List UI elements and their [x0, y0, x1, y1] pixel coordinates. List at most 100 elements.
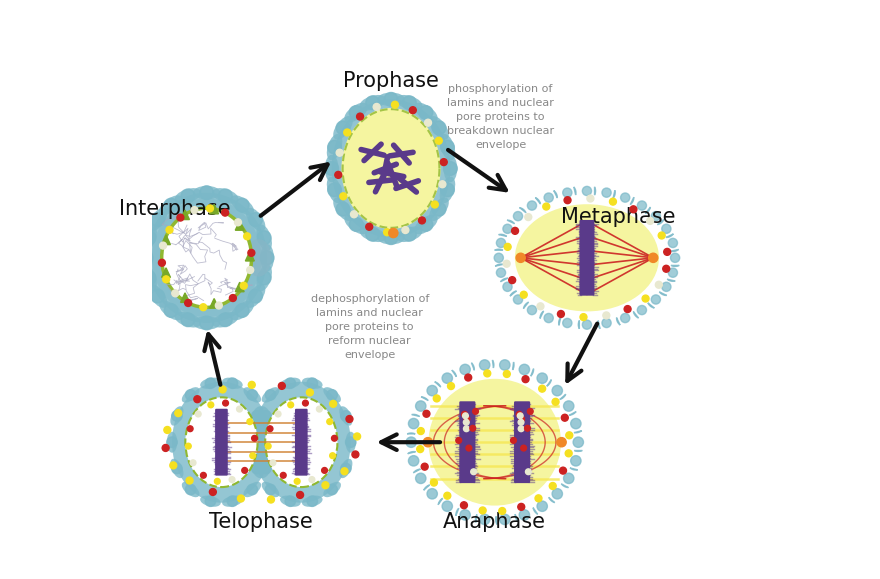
Ellipse shape: [326, 177, 342, 203]
Polygon shape: [559, 317, 561, 325]
Circle shape: [433, 395, 440, 402]
Circle shape: [423, 438, 432, 447]
Text: Telophase: Telophase: [209, 512, 313, 532]
Ellipse shape: [325, 155, 339, 182]
Circle shape: [249, 212, 262, 226]
Circle shape: [334, 171, 341, 178]
Circle shape: [306, 389, 313, 396]
Ellipse shape: [175, 188, 202, 204]
Circle shape: [181, 189, 194, 203]
Polygon shape: [569, 412, 576, 415]
Ellipse shape: [260, 406, 273, 426]
Circle shape: [229, 477, 235, 482]
Circle shape: [356, 113, 363, 120]
Circle shape: [427, 489, 437, 499]
Circle shape: [462, 412, 467, 417]
Circle shape: [349, 106, 363, 119]
Circle shape: [419, 217, 425, 224]
Circle shape: [150, 290, 165, 303]
FancyBboxPatch shape: [215, 431, 228, 443]
Circle shape: [250, 453, 255, 459]
Polygon shape: [531, 369, 533, 376]
Ellipse shape: [182, 387, 200, 402]
Polygon shape: [533, 508, 538, 514]
Polygon shape: [659, 292, 667, 295]
Circle shape: [520, 291, 527, 298]
Circle shape: [444, 162, 458, 175]
Circle shape: [218, 313, 232, 327]
Ellipse shape: [340, 459, 352, 478]
Circle shape: [159, 242, 166, 249]
Circle shape: [587, 195, 594, 202]
Circle shape: [518, 426, 524, 431]
Ellipse shape: [245, 415, 278, 470]
Circle shape: [436, 137, 443, 144]
Polygon shape: [472, 363, 474, 370]
Circle shape: [564, 197, 571, 204]
Circle shape: [330, 401, 337, 407]
Circle shape: [341, 463, 351, 474]
Circle shape: [423, 411, 430, 417]
Circle shape: [517, 503, 524, 510]
FancyBboxPatch shape: [215, 409, 228, 421]
Ellipse shape: [359, 226, 386, 242]
Polygon shape: [648, 303, 655, 308]
Ellipse shape: [429, 116, 449, 140]
Circle shape: [265, 444, 271, 449]
Circle shape: [242, 467, 247, 473]
Ellipse shape: [341, 108, 441, 229]
Circle shape: [143, 271, 156, 285]
Circle shape: [172, 463, 182, 474]
Ellipse shape: [246, 284, 266, 308]
Circle shape: [637, 306, 647, 314]
Circle shape: [442, 501, 452, 511]
Ellipse shape: [378, 93, 405, 106]
Ellipse shape: [186, 397, 258, 487]
Circle shape: [518, 419, 524, 425]
Ellipse shape: [378, 231, 405, 244]
Circle shape: [341, 468, 348, 475]
Circle shape: [165, 198, 178, 212]
Polygon shape: [666, 234, 673, 237]
Ellipse shape: [302, 496, 323, 507]
FancyBboxPatch shape: [295, 431, 308, 443]
Circle shape: [281, 472, 286, 478]
Circle shape: [139, 251, 153, 265]
Polygon shape: [162, 235, 171, 244]
Circle shape: [216, 302, 223, 309]
Circle shape: [163, 276, 170, 283]
Polygon shape: [540, 311, 544, 318]
Ellipse shape: [280, 378, 301, 389]
Circle shape: [668, 239, 678, 248]
Circle shape: [561, 414, 568, 421]
Ellipse shape: [265, 397, 337, 487]
Circle shape: [235, 198, 249, 212]
Circle shape: [354, 433, 361, 440]
Polygon shape: [495, 516, 497, 525]
Circle shape: [260, 251, 274, 265]
Circle shape: [519, 510, 530, 520]
Circle shape: [409, 107, 416, 113]
Circle shape: [201, 472, 206, 478]
Circle shape: [392, 101, 399, 108]
Circle shape: [260, 463, 271, 474]
Ellipse shape: [261, 482, 279, 497]
Circle shape: [502, 224, 512, 233]
Circle shape: [583, 320, 591, 329]
Polygon shape: [495, 249, 502, 250]
FancyBboxPatch shape: [215, 442, 228, 454]
Circle shape: [346, 416, 353, 423]
Circle shape: [671, 253, 679, 262]
Circle shape: [624, 306, 631, 313]
Ellipse shape: [346, 432, 356, 453]
Circle shape: [187, 426, 193, 431]
Circle shape: [464, 419, 469, 425]
Circle shape: [460, 364, 470, 375]
Circle shape: [218, 189, 232, 203]
Polygon shape: [634, 312, 639, 318]
Circle shape: [366, 223, 373, 230]
Circle shape: [336, 121, 350, 135]
Circle shape: [509, 277, 516, 284]
Ellipse shape: [414, 102, 437, 122]
FancyBboxPatch shape: [459, 401, 475, 483]
